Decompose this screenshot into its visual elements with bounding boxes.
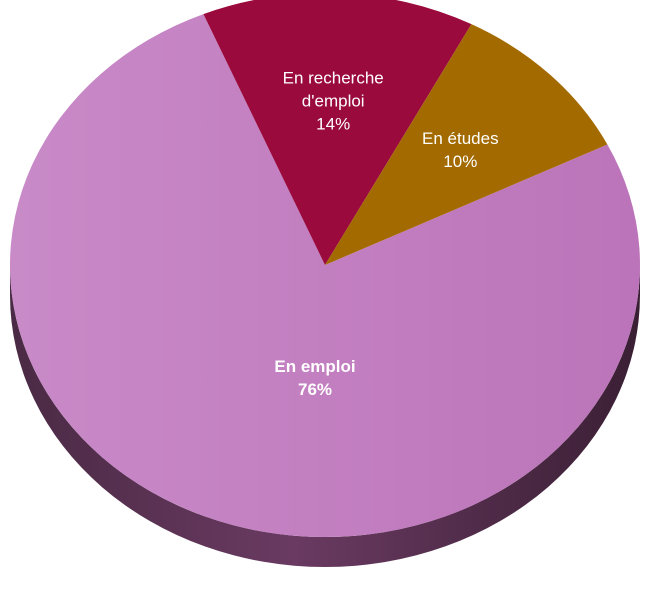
slice-name-label: En recherche bbox=[283, 68, 384, 87]
pie-top-layer bbox=[10, 0, 640, 537]
pie-slice-en-recherche-d-emploi bbox=[203, 0, 472, 265]
pie-slice-en-tudes bbox=[325, 24, 608, 266]
pie-slice-en-emploi bbox=[10, 14, 640, 537]
pie-label-layer: En emploi 76% En recherche d'emploi 14% En ét… bbox=[274, 68, 498, 399]
slice-value-label: 10% bbox=[443, 152, 477, 171]
slice-value-label: 76% bbox=[298, 380, 332, 399]
slice-name-label: En études bbox=[422, 129, 499, 148]
slice-value-label: 14% bbox=[316, 114, 350, 133]
slice-name-label: d'emploi bbox=[302, 91, 365, 110]
slice-name-label: En emploi bbox=[274, 357, 355, 376]
